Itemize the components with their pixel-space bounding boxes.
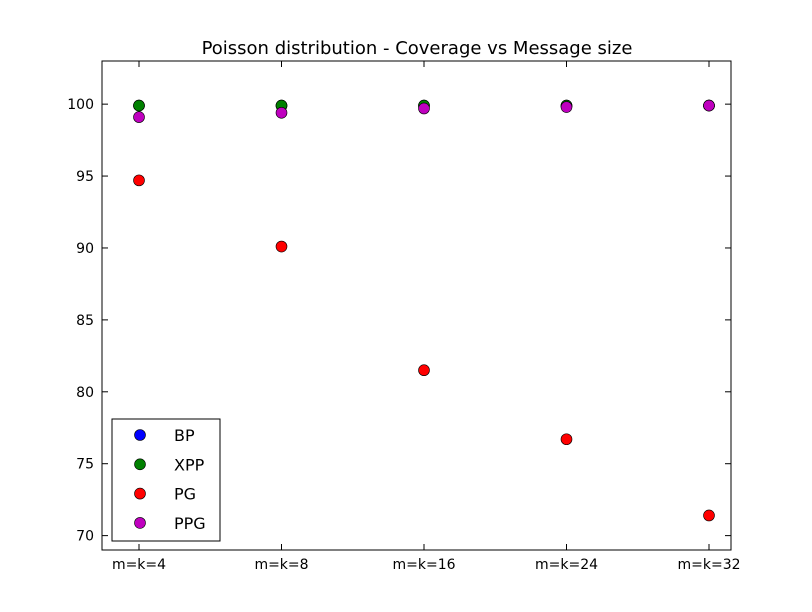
data-point-ppg [133, 111, 145, 123]
x-tick-label: m=k=32 [677, 557, 740, 573]
data-point-pg [133, 174, 145, 187]
legend-marker-ppg [134, 517, 146, 529]
legend-label-pg: PG [174, 485, 196, 504]
x-tick-label: m=k=4 [112, 557, 166, 573]
plot-area-frame [101, 60, 732, 551]
data-point-pg [703, 509, 715, 522]
legend-marker-pg [134, 487, 146, 500]
x-tick-label: m=k=16 [392, 557, 455, 573]
y-tick-label: 70 [76, 529, 94, 545]
y-tick-label: 75 [76, 457, 94, 473]
data-point-ppg [703, 99, 715, 112]
ticks-layer: 70 75 80 85 90 95 100 m=k=4 m=k=8 m=k=16 m=k=24 m=k… [67, 61, 741, 573]
y-tick-label: 85 [76, 313, 94, 329]
y-tick-label: 90 [76, 241, 94, 257]
legend: BP XPP PG PPG [111, 418, 221, 542]
legend-box [111, 418, 221, 542]
y-tick-label: 80 [76, 385, 94, 401]
y-tick-label: 95 [76, 169, 94, 185]
x-tick-label: m=k=24 [535, 557, 598, 573]
data-point-ppg [560, 101, 573, 113]
data-point-pg [418, 364, 430, 377]
x-tick-label: m=k=8 [254, 557, 308, 573]
data-point-pg [560, 433, 573, 446]
data-point-xpp [133, 99, 145, 112]
chart-title: Poisson distribution - Coverage vs Messa… [202, 38, 633, 59]
legend-marker-xpp [134, 458, 146, 471]
data-point-ppg [275, 106, 288, 119]
legend-label-bp: BP [174, 426, 195, 445]
points-layer [133, 99, 715, 522]
data-point-ppg [418, 102, 430, 115]
y-tick-label: 100 [67, 97, 94, 113]
legend-marker-bp [134, 429, 146, 441]
data-point-pg [275, 240, 288, 253]
legend-label-xpp: XPP [174, 455, 205, 474]
legend-label-ppg: PPG [174, 514, 206, 533]
